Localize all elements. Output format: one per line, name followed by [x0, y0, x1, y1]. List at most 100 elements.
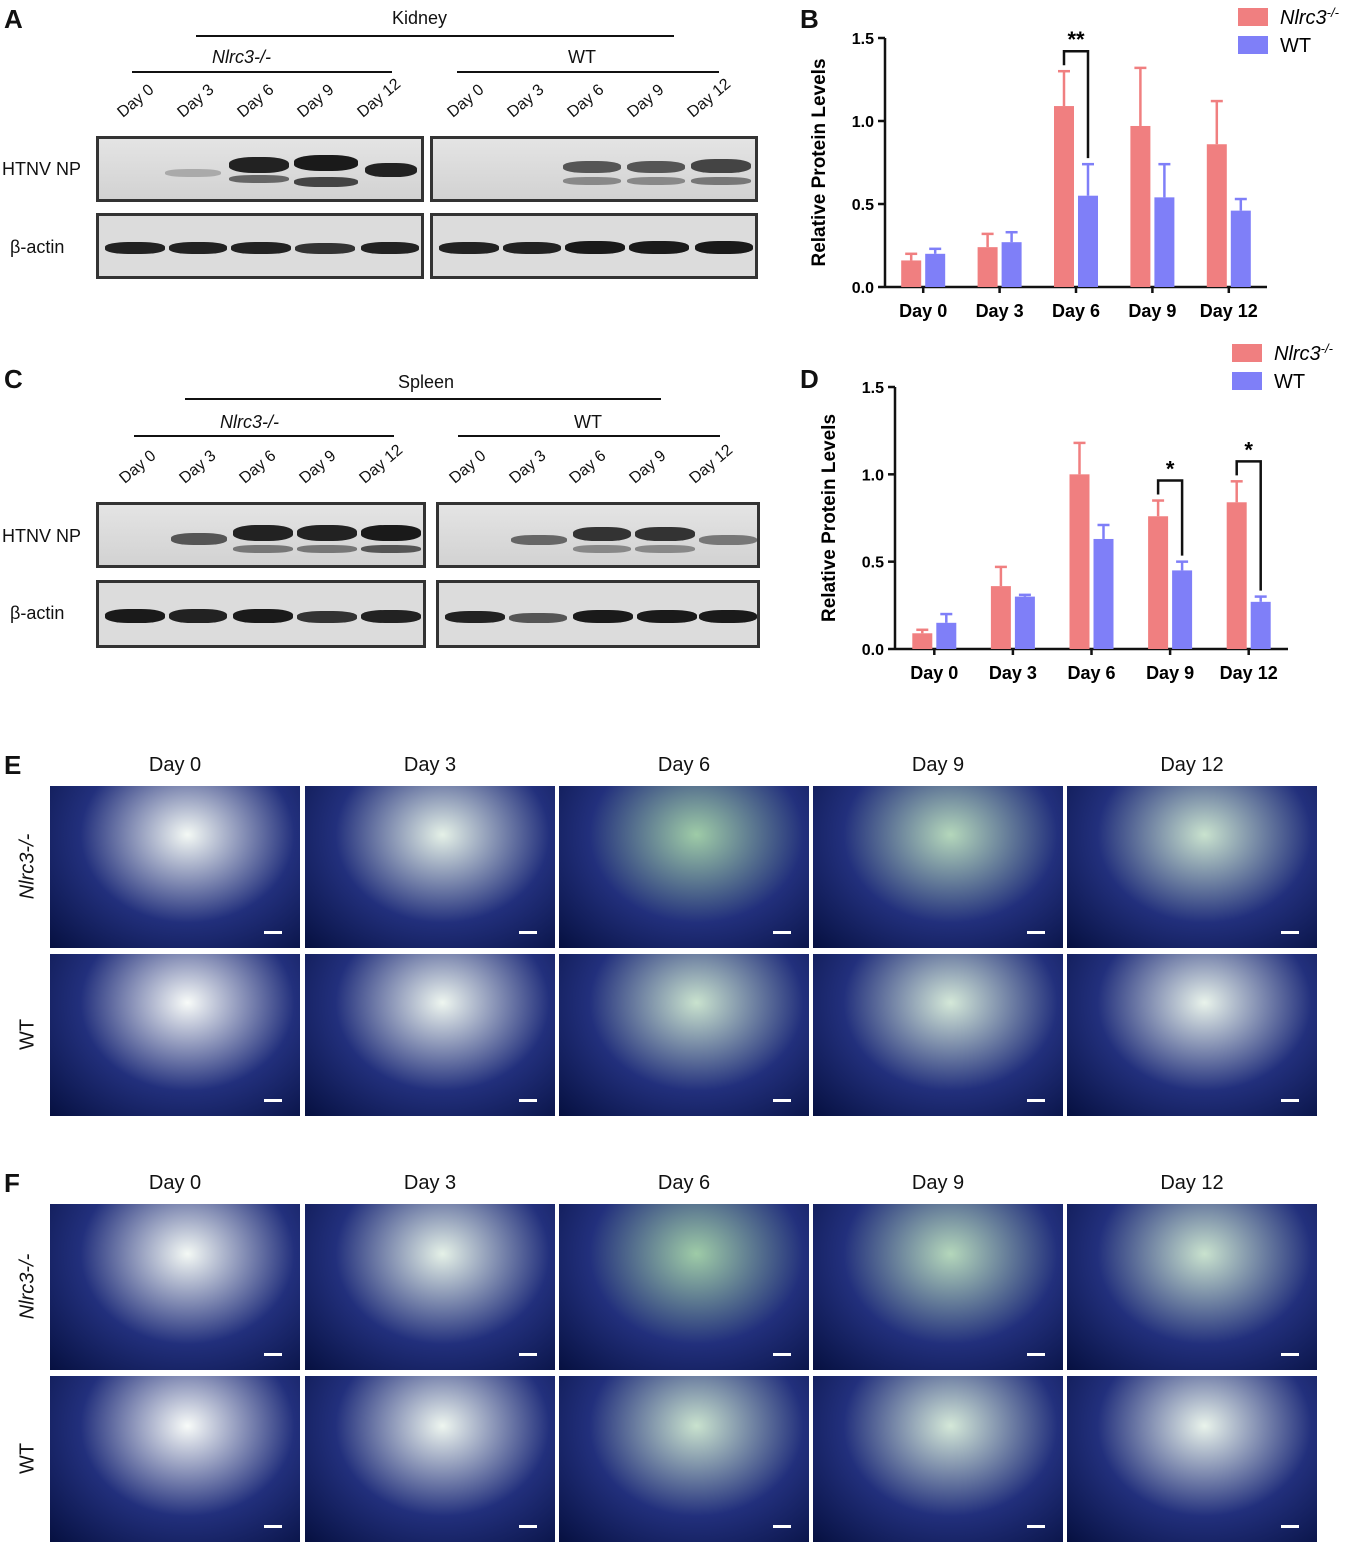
- y-tick-label: 1.5: [852, 31, 874, 48]
- panel-a-actin-blot-nlrc3: [96, 213, 424, 279]
- significance-marker: **: [1067, 27, 1085, 52]
- panel-a-np-blot-wt: [430, 136, 758, 202]
- lane-label: Day 3: [506, 447, 550, 488]
- day-label: Day 0: [148, 1172, 202, 1194]
- lane-label: Day 9: [624, 81, 668, 122]
- bar: [1230, 210, 1251, 287]
- panel-c-np-blot-nlrc3: [96, 502, 426, 568]
- scale-bar: [519, 1099, 537, 1102]
- fluorescence-image: [1067, 1376, 1317, 1542]
- panel-a-group1: Nlrc3-/-: [212, 47, 271, 67]
- lane-label: Day 3: [174, 81, 218, 122]
- row-label: Nlrc3-/-: [16, 833, 39, 900]
- scale-bar: [264, 1099, 282, 1102]
- scale-bar: [1027, 1525, 1045, 1528]
- day-label: Day 6: [657, 754, 711, 776]
- legend-label: Nlrc3-/-: [1280, 5, 1340, 30]
- bar: [1206, 144, 1227, 287]
- lane-label: Day 12: [684, 75, 735, 122]
- panel-c-actin-blot-nlrc3: [96, 580, 426, 648]
- lane-label: Day 6: [236, 447, 280, 488]
- fluorescence-image: [813, 1376, 1063, 1542]
- panel-c-label: C: [4, 364, 23, 394]
- lane-label: Day 6: [564, 81, 608, 122]
- legend-swatch: [1238, 36, 1268, 54]
- bar: [936, 622, 957, 649]
- fluorescence-image: [1067, 786, 1317, 948]
- x-tick-label: Day 3: [989, 663, 1037, 683]
- y-tick-label: 1.0: [862, 467, 884, 484]
- panel-a-group1-line: [132, 71, 392, 73]
- lane-label: Day 0: [446, 447, 490, 488]
- fluorescence-image: [1067, 954, 1317, 1116]
- panel-b-chart: 0.0 0.5 1.0 1.5 Relative Protein Levels Day 0…: [809, 5, 1340, 322]
- panel-e-label: E: [4, 750, 22, 780]
- significance-marker: *: [1166, 457, 1175, 482]
- legend-label: Nlrc3-/-: [1274, 341, 1334, 366]
- lane-label: Day 12: [686, 441, 737, 488]
- fluorescence-image: [305, 786, 555, 948]
- bar: [925, 253, 946, 287]
- fluorescence-image: [1067, 1204, 1317, 1370]
- panel-a-row1: HTNV NP: [2, 159, 82, 179]
- panel-c-row2: β-actin: [10, 603, 65, 623]
- scale-bar: [519, 1353, 537, 1356]
- panel-a-group2-line: [457, 71, 719, 73]
- row-label: WT: [16, 1442, 39, 1475]
- y-tick-label: 1.5: [862, 380, 884, 397]
- y-tick-label: 0.0: [852, 280, 874, 297]
- lane-label: Day 9: [626, 447, 670, 488]
- scale-bar: [1027, 931, 1045, 934]
- panel-f-label: F: [4, 1168, 20, 1198]
- panel-b-label: B: [800, 4, 819, 34]
- x-tick-label: Day 3: [976, 301, 1024, 321]
- panel-d-chart: 0.0 0.5 1.0 1.5 Relative Protein Levels Day 0…: [819, 341, 1334, 684]
- panel-c-np-blot-wt: [436, 502, 760, 568]
- significance-marker: *: [1244, 437, 1253, 462]
- panel-c-group1-line: [134, 435, 394, 437]
- scale-bar: [773, 1099, 791, 1102]
- lane-label: Day 0: [116, 447, 160, 488]
- fluorescence-image: [559, 954, 809, 1116]
- day-label: Day 3: [403, 754, 457, 776]
- scale-bar: [1027, 1353, 1045, 1356]
- y-tick-label: 0.5: [852, 197, 874, 214]
- significance-bracket: [1235, 460, 1262, 591]
- bar: [977, 247, 998, 287]
- scale-bar: [1027, 1099, 1045, 1102]
- bar: [1172, 570, 1193, 649]
- row-label: Nlrc3-/-: [16, 1253, 39, 1320]
- bar: [1078, 195, 1098, 287]
- y-axis-label: Relative Protein Levels: [809, 58, 830, 266]
- significance-bracket: [1062, 49, 1090, 159]
- x-tick-label: Day 12: [1220, 663, 1278, 683]
- scale-bar: [773, 931, 791, 934]
- fluorescence-image: [305, 954, 555, 1116]
- panel-c-tissue-line: [185, 398, 661, 400]
- panel-a-actin-blot-wt: [430, 213, 758, 279]
- scale-bar: [519, 1525, 537, 1528]
- day-label: Day 9: [911, 754, 965, 776]
- bar: [1001, 242, 1022, 287]
- lane-label: Day 12: [356, 441, 407, 488]
- panel-a-row2: β-actin: [10, 237, 65, 257]
- panel-d-label: D: [800, 364, 819, 394]
- day-label: Day 6: [657, 1172, 711, 1194]
- lane-label: Day 9: [296, 447, 340, 488]
- fluorescence-image: [50, 786, 300, 948]
- fluorescence-image: [305, 1376, 555, 1542]
- panel-a-label: A: [4, 4, 23, 34]
- y-tick-label: 0.5: [862, 555, 884, 572]
- fluorescence-image: [813, 1204, 1063, 1370]
- panel-c-group2: WT: [574, 412, 602, 432]
- fluorescence-image: [50, 1204, 300, 1370]
- lane-label: Day 0: [114, 81, 158, 122]
- legend-label: WT: [1280, 35, 1311, 57]
- scale-bar: [773, 1525, 791, 1528]
- x-tick-label: Day 12: [1200, 301, 1258, 321]
- panel-c-group1: Nlrc3-/-: [220, 412, 279, 432]
- lane-label: Day 0: [444, 81, 488, 122]
- bar: [1093, 538, 1114, 649]
- lane-label: Day 6: [566, 447, 610, 488]
